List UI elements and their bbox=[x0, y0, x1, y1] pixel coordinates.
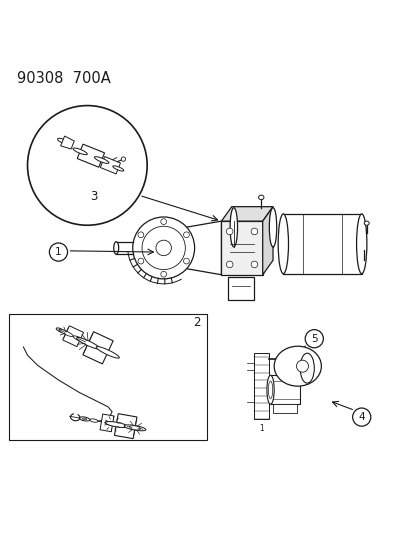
Circle shape bbox=[138, 258, 143, 264]
Polygon shape bbox=[161, 221, 221, 274]
Polygon shape bbox=[254, 353, 268, 419]
Ellipse shape bbox=[56, 328, 65, 333]
Ellipse shape bbox=[129, 426, 140, 430]
Circle shape bbox=[304, 329, 323, 348]
Circle shape bbox=[251, 228, 257, 235]
Polygon shape bbox=[114, 414, 137, 439]
Ellipse shape bbox=[94, 157, 109, 164]
Polygon shape bbox=[83, 332, 113, 364]
Circle shape bbox=[251, 261, 257, 268]
Ellipse shape bbox=[90, 419, 98, 422]
Circle shape bbox=[121, 157, 125, 161]
Polygon shape bbox=[100, 414, 114, 432]
Ellipse shape bbox=[79, 417, 90, 421]
Ellipse shape bbox=[268, 381, 272, 399]
Circle shape bbox=[156, 240, 171, 256]
Ellipse shape bbox=[104, 422, 120, 426]
Ellipse shape bbox=[273, 346, 320, 386]
Polygon shape bbox=[9, 314, 206, 440]
Ellipse shape bbox=[59, 329, 73, 336]
Text: 2: 2 bbox=[192, 316, 200, 329]
Circle shape bbox=[352, 408, 370, 426]
Polygon shape bbox=[221, 207, 272, 221]
Polygon shape bbox=[61, 136, 74, 149]
Ellipse shape bbox=[76, 337, 100, 349]
Circle shape bbox=[160, 271, 166, 277]
Text: 5: 5 bbox=[310, 334, 317, 344]
Text: 3: 3 bbox=[90, 190, 97, 203]
Polygon shape bbox=[221, 221, 262, 274]
Polygon shape bbox=[77, 144, 104, 167]
Circle shape bbox=[183, 258, 189, 264]
Ellipse shape bbox=[356, 214, 366, 274]
Text: 90308  700A: 90308 700A bbox=[17, 70, 111, 85]
Ellipse shape bbox=[124, 425, 145, 431]
Circle shape bbox=[138, 232, 143, 238]
Polygon shape bbox=[233, 208, 272, 247]
Ellipse shape bbox=[258, 195, 263, 200]
Circle shape bbox=[133, 217, 194, 279]
Text: 4: 4 bbox=[358, 412, 364, 422]
Ellipse shape bbox=[299, 353, 313, 383]
Circle shape bbox=[226, 261, 233, 268]
Circle shape bbox=[27, 106, 147, 225]
Polygon shape bbox=[282, 214, 361, 274]
Ellipse shape bbox=[363, 221, 368, 225]
Circle shape bbox=[226, 228, 233, 235]
Circle shape bbox=[183, 232, 189, 238]
Ellipse shape bbox=[268, 208, 276, 247]
Ellipse shape bbox=[57, 138, 68, 143]
Circle shape bbox=[160, 219, 166, 224]
Ellipse shape bbox=[112, 166, 123, 171]
Circle shape bbox=[296, 360, 308, 372]
Ellipse shape bbox=[114, 242, 119, 254]
Ellipse shape bbox=[73, 148, 87, 155]
Polygon shape bbox=[227, 277, 254, 300]
Ellipse shape bbox=[96, 346, 119, 358]
Ellipse shape bbox=[105, 422, 127, 427]
Polygon shape bbox=[273, 405, 296, 414]
Ellipse shape bbox=[230, 208, 237, 247]
Polygon shape bbox=[262, 207, 272, 274]
Polygon shape bbox=[62, 326, 83, 346]
Circle shape bbox=[142, 227, 185, 270]
Polygon shape bbox=[100, 157, 120, 174]
Ellipse shape bbox=[82, 418, 87, 420]
Text: 1: 1 bbox=[259, 424, 263, 433]
Polygon shape bbox=[270, 375, 299, 405]
Ellipse shape bbox=[278, 214, 288, 274]
Ellipse shape bbox=[266, 375, 273, 405]
Text: 1: 1 bbox=[55, 247, 62, 257]
Circle shape bbox=[49, 243, 67, 261]
Ellipse shape bbox=[73, 336, 87, 343]
